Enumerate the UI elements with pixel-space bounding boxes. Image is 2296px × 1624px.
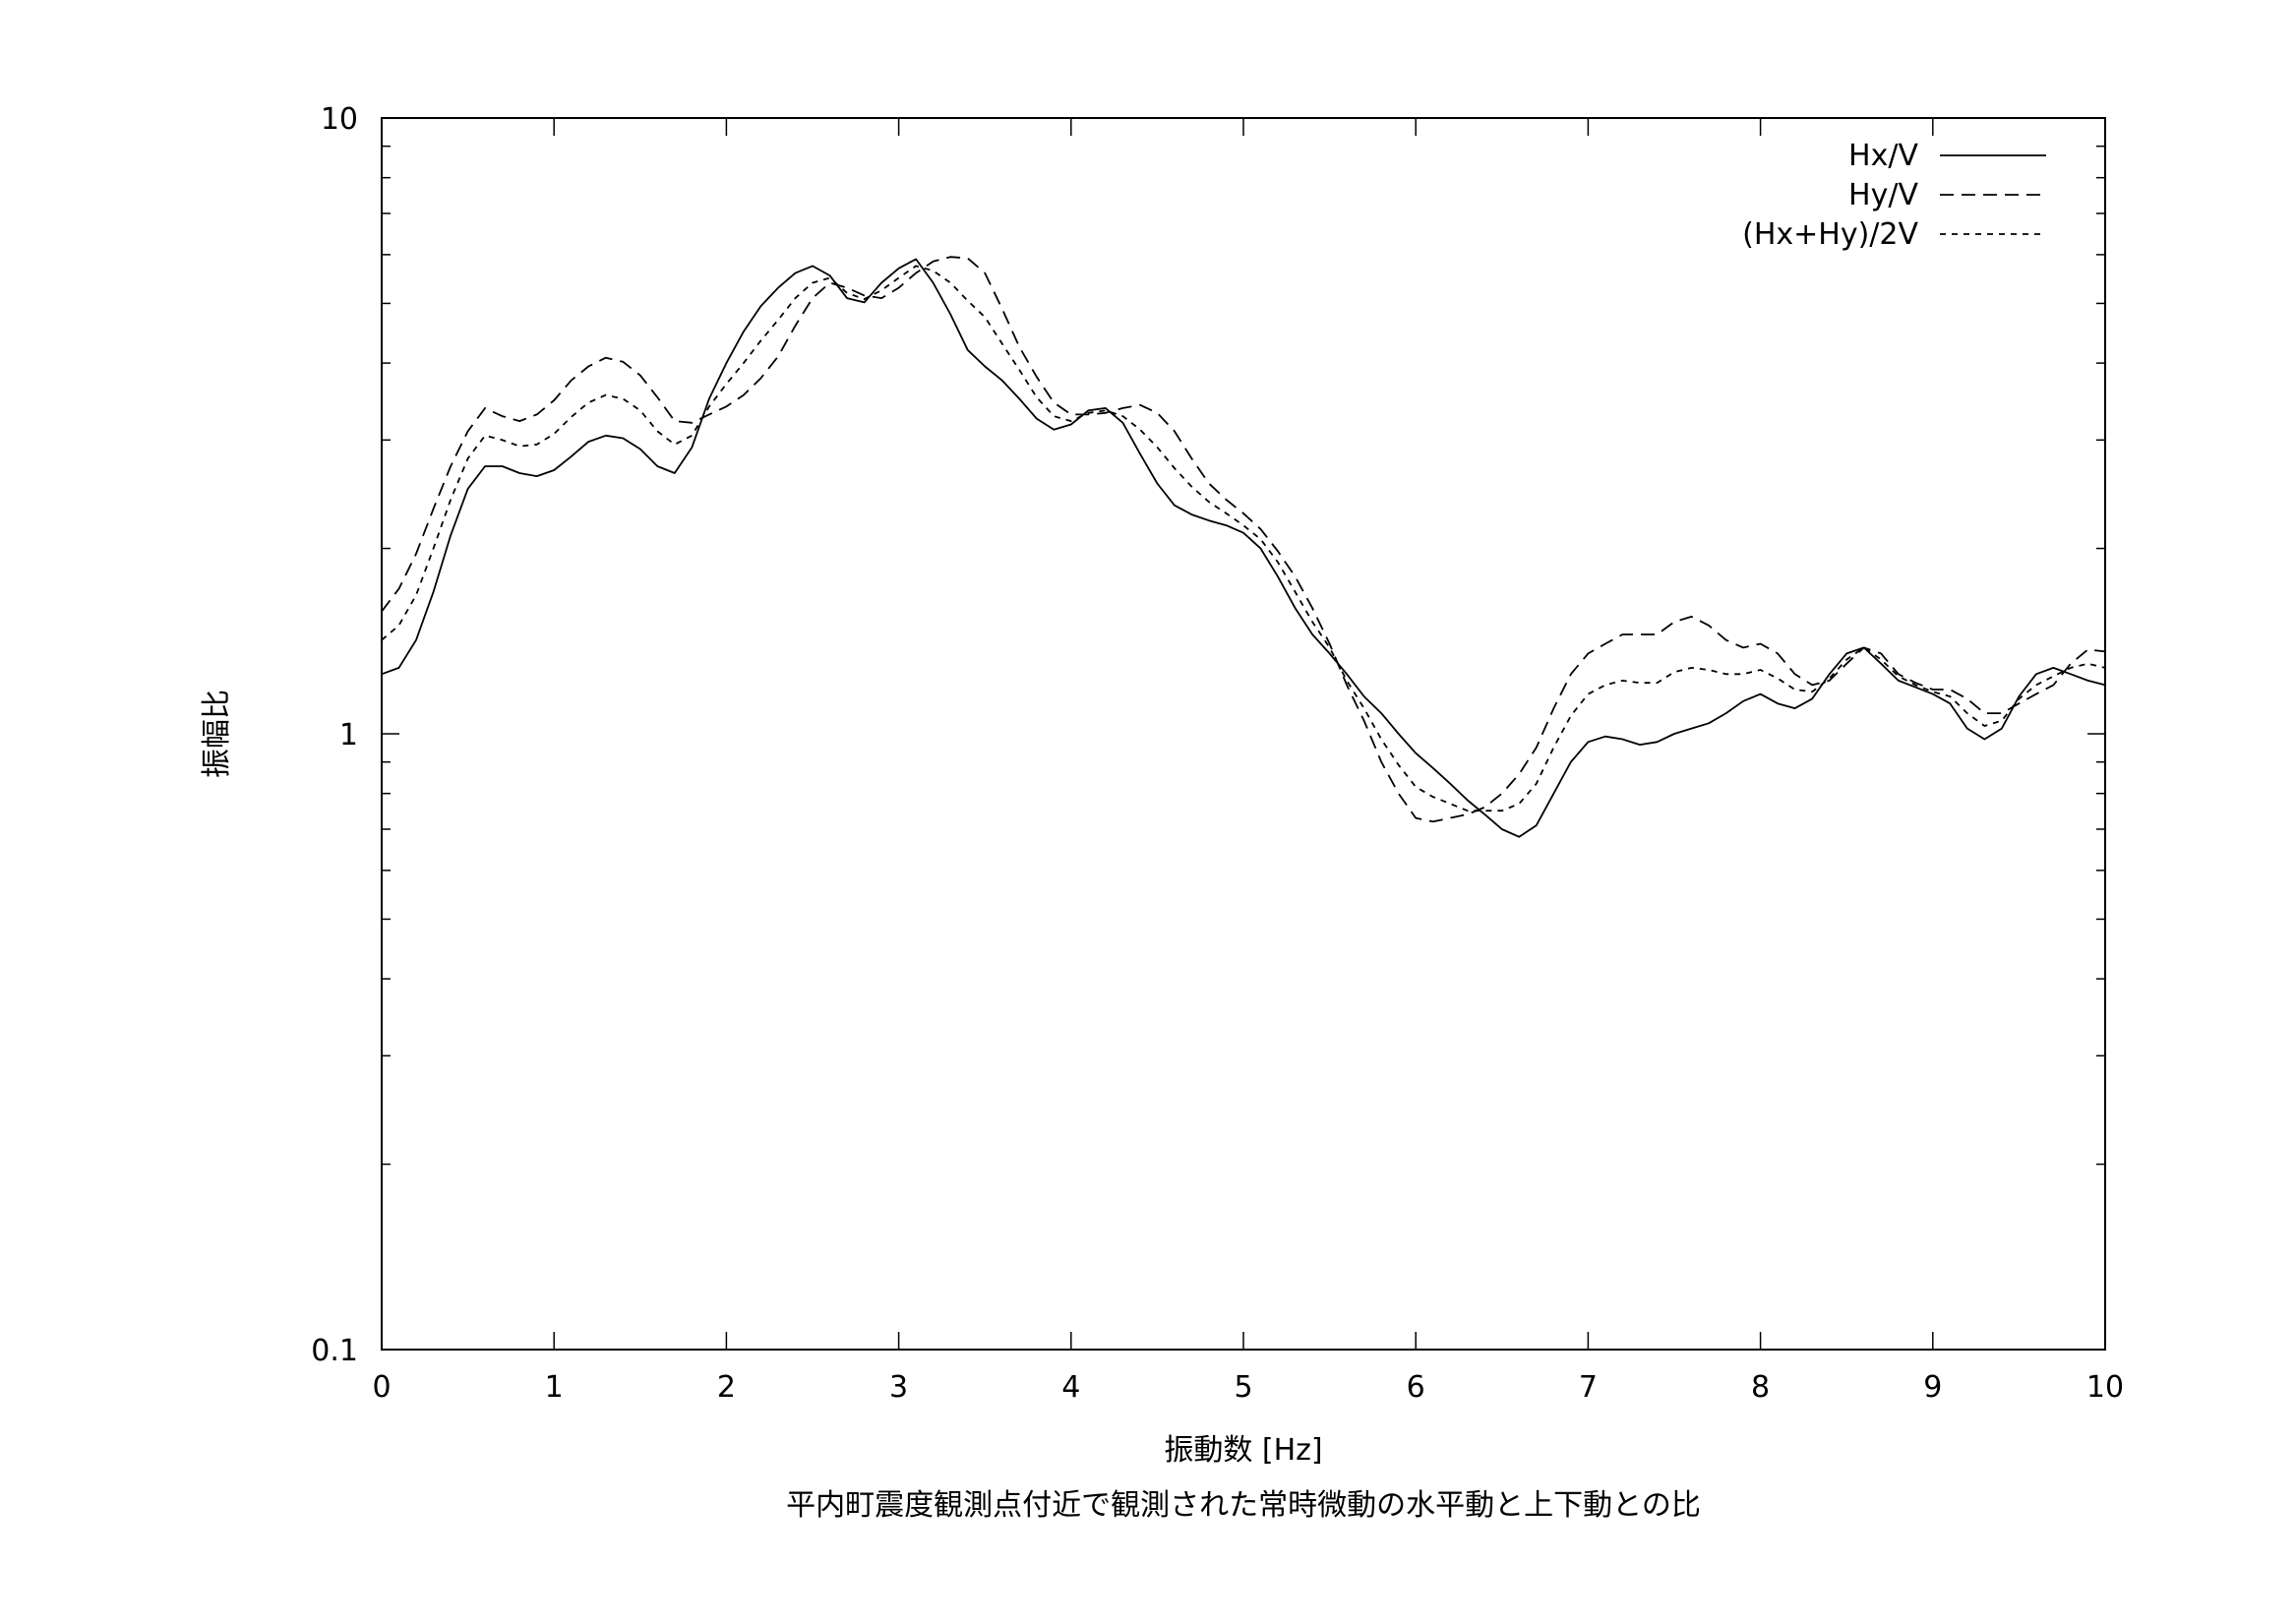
x-tick-label: 6: [1407, 1370, 1425, 1405]
legend-label: (Hx+Hy)/2V: [1742, 217, 1918, 252]
plot-frame: [381, 117, 2106, 1351]
tick-labels: 0 1 2 3 4 5 6 7 8 9 10 0.1 1 10: [311, 102, 2124, 1405]
x-tick-label: 4: [1061, 1370, 1080, 1405]
legend: Hx/V Hy/V (Hx+Hy)/2V: [1742, 139, 2046, 252]
x-tick-label: 0: [372, 1370, 391, 1405]
series-line-2: [381, 256, 2106, 823]
x-axis-label: 振動数 [Hz]: [1164, 1433, 1322, 1468]
x-tick-label: 7: [1579, 1370, 1598, 1405]
x-tick-label: 5: [1234, 1370, 1252, 1405]
x-tick-label: 3: [889, 1370, 908, 1405]
x-tick-label: 1: [545, 1370, 564, 1405]
legend-label: Hy/V: [1848, 178, 1918, 212]
y-tick-label: 10: [321, 102, 358, 137]
legend-label: Hx/V: [1848, 139, 1918, 173]
y-axis-label: 振幅比: [200, 690, 234, 778]
x-tick-label: 10: [2086, 1370, 2124, 1405]
x-tick-label: 8: [1751, 1370, 1770, 1405]
data-lines: [381, 256, 2106, 838]
figure-caption: 平内町震度観測点付近で観測された常時微動の水平動と上下動との比: [786, 1488, 1701, 1523]
y-tick-label: 0.1: [311, 1334, 358, 1368]
series-line-1: [381, 258, 2106, 838]
x-tick-label: 2: [717, 1370, 736, 1405]
x-tick-label: 9: [1923, 1370, 1942, 1405]
series-line-3: [381, 265, 2106, 812]
y-tick-label: 1: [339, 718, 358, 752]
